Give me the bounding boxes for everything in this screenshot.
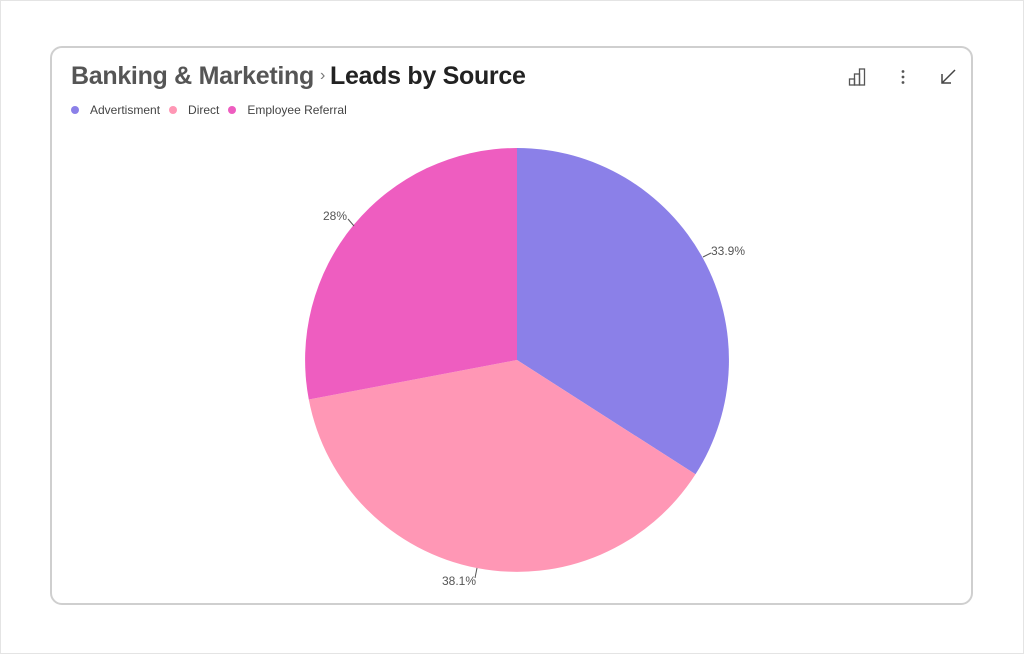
visualization-type-button[interactable] <box>845 64 871 90</box>
legend-label: Advertisment <box>90 103 161 117</box>
page-title: Banking & Marketing › Leads by Source <box>71 61 526 95</box>
leader-line <box>702 252 712 258</box>
label-direct: 38.1% <box>442 574 476 588</box>
legend-dot-icon <box>71 106 79 114</box>
slice-employee-referral[interactable] <box>305 148 517 400</box>
bar-chart-icon <box>848 68 866 86</box>
card-toolbar <box>826 64 961 90</box>
legend-label: Direct <box>188 103 220 117</box>
chart-legend: Advertisment Direct Employee Referral <box>71 103 356 117</box>
more-options-button[interactable] <box>890 64 916 90</box>
label-employee-referral: 28% <box>323 209 347 223</box>
legend-item-advertisment[interactable]: Advertisment <box>71 103 160 117</box>
legend-item-direct[interactable]: Direct <box>169 103 219 117</box>
legend-item-employee-referral[interactable]: Employee Referral <box>228 103 347 117</box>
collapse-arrow-icon <box>941 69 956 84</box>
leader-line <box>474 567 478 579</box>
legend-dot-icon <box>169 106 178 114</box>
legend-dot-icon <box>228 106 237 114</box>
slice-advertisment[interactable] <box>517 148 729 475</box>
legend-label: Employee Referral <box>247 103 347 117</box>
more-vertical-icon <box>901 70 905 84</box>
chart-title: Leads by Source <box>329 62 526 90</box>
collapse-button[interactable] <box>935 64 961 90</box>
breadcrumb-parent[interactable]: Banking & Marketing <box>71 62 314 90</box>
leader-line <box>347 218 355 227</box>
slice-direct[interactable] <box>308 360 696 572</box>
breadcrumb-separator-icon: › <box>319 67 325 84</box>
label-advertisment: 33.9% <box>711 244 745 258</box>
pie-chart: 33.9% 38.1% 28% <box>305 148 745 588</box>
chart-card: Banking & Marketing › Leads by Source <box>50 46 973 605</box>
